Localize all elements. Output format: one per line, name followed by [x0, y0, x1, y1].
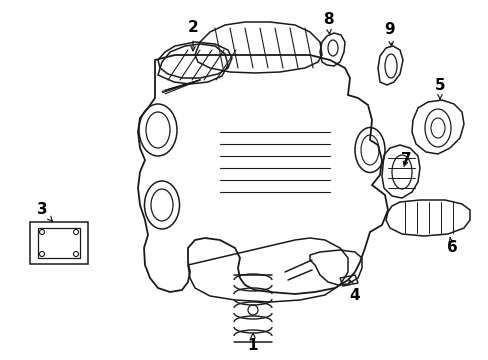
Text: 4: 4 — [348, 280, 360, 302]
Text: 2: 2 — [187, 21, 198, 51]
Text: 8: 8 — [322, 13, 333, 34]
Text: 3: 3 — [37, 202, 52, 221]
Text: 6: 6 — [446, 238, 456, 256]
Text: 9: 9 — [384, 22, 394, 46]
Text: 7: 7 — [400, 153, 410, 167]
Text: 5: 5 — [434, 77, 445, 99]
Text: 1: 1 — [247, 333, 258, 352]
